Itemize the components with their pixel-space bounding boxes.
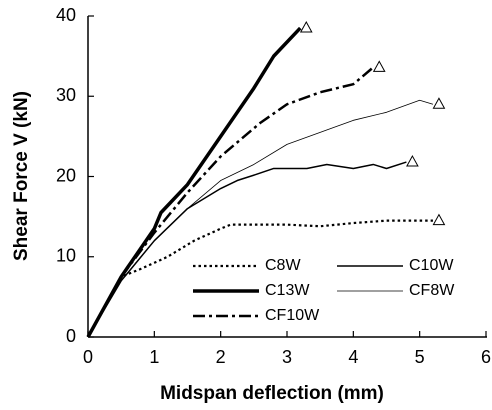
x-tick-label: 0 (83, 347, 93, 367)
series-line (87, 99, 434, 338)
x-tick-label: 6 (481, 347, 491, 367)
legend-label: C8W (265, 257, 301, 274)
x-tick-label: 4 (348, 347, 358, 367)
y-tick-label: 10 (56, 246, 76, 266)
legend-label: CF8W (409, 282, 455, 299)
series-line (87, 219, 433, 338)
x-tick-label: 3 (282, 347, 292, 367)
x-tick-label: 5 (415, 347, 425, 367)
series-line (86, 66, 375, 338)
x-tick-label: 1 (149, 347, 159, 367)
end-marker (372, 60, 386, 72)
series-line (87, 161, 407, 338)
x-tick-label: 2 (216, 347, 226, 367)
y-tick-label: 0 (66, 326, 76, 346)
series-line (86, 26, 302, 338)
y-tick-label: 40 (56, 5, 76, 25)
end-marker (406, 155, 419, 167)
y-tick-label: 20 (56, 165, 76, 185)
legend-label: CF10W (265, 307, 320, 324)
legend-label: C13W (265, 282, 310, 299)
end-marker (299, 20, 313, 33)
end-marker (432, 213, 446, 226)
y-axis-title: Shear Force V (kN) (11, 91, 32, 261)
end-marker (432, 97, 446, 109)
x-axis-title: Midspan deflection (mm) (160, 383, 384, 404)
y-tick-label: 30 (56, 85, 76, 105)
legend-label: C10W (409, 257, 454, 274)
